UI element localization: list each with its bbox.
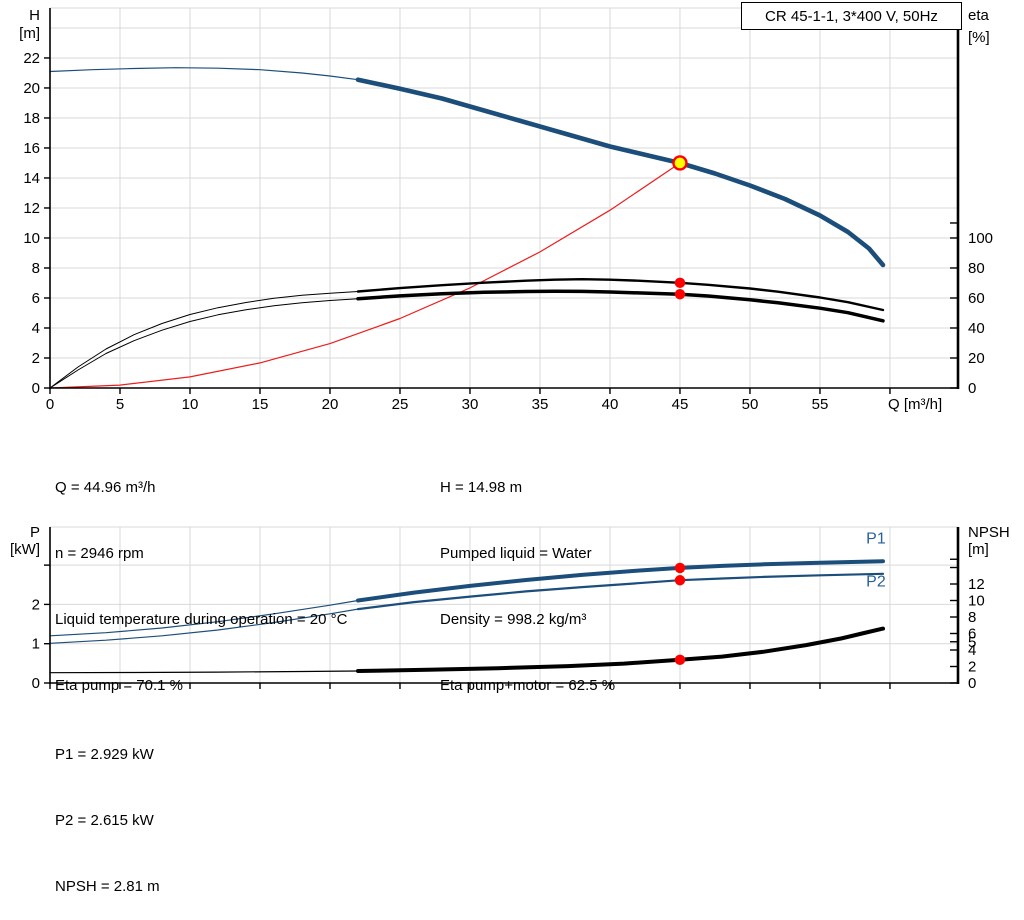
p1-value: P1 = 2.929 kW [55,746,154,763]
eta-pump-motor-value: Eta pump+motor = 62.5 % [440,677,616,694]
right-tick-label: 20 [968,350,985,367]
x-tick-label: 30 [462,396,479,413]
x-tick-label: 15 [252,396,269,413]
left-tick-label: 1 [32,636,40,653]
x-axis-title: Q [m³/h] [888,396,942,413]
speed-value: n = 2946 rpm [55,545,144,562]
left-axis-title: H [29,7,40,24]
right-tick-label: 4 [968,642,976,659]
left-tick-label: 4 [32,320,40,337]
right-tick-label: 8 [968,609,976,626]
flow-value: Q = 44.96 m³/h [55,479,156,496]
x-tick-label: 50 [742,396,759,413]
left-tick-label: 6 [32,290,40,307]
eta-pump-low-flow [49,291,359,389]
p1-low-flow [49,599,359,637]
left-tick-label: 16 [23,140,40,157]
operating-data-column-1: Q = 44.96 m³/h n = 2946 rpm Liquid tempe… [55,433,347,719]
left-tick-label: 0 [32,380,40,397]
duty-point [672,155,688,171]
operating-data-column-2: H = 14.98 m Pumped liquid = Water Densit… [440,433,615,719]
pump-model-label: CR 45-1-1, 3*400 V, 50Hz [765,7,938,25]
left-tick-label: 22 [23,50,40,67]
p1-operating-dot [674,562,686,574]
p2-operating-dot [674,575,686,586]
p2-low-flow [49,608,359,644]
eta-pump-curve [356,278,885,312]
right-tick-label: 12 [968,576,985,593]
eta-pump-operating-dot [674,277,686,289]
left-tick-label: 8 [32,260,40,277]
right-tick-label: 10 [968,593,985,610]
left-axis-title: [kW] [10,541,40,558]
eta-pump-value: Eta pump = 70.1 % [55,677,183,694]
right-tick-label: 100 [968,230,993,247]
right-tick-label: 0 [968,675,976,692]
x-tick-label: 40 [602,396,619,413]
pump-curve-report: { "model_box": { "text": "CR 45-1-1, 3*4… [10,2,1010,895]
left-axis-title: P [30,524,40,541]
right-tick-label: 80 [968,260,985,277]
npsh-value: NPSH = 2.81 m [55,878,160,895]
left-tick-label: 2 [32,350,40,367]
right-tick-label: 5 [968,634,976,651]
p2-value: P2 = 2.615 kW [55,812,154,829]
eta-pump-motor-low-flow [49,298,359,389]
x-tick-label: 10 [182,396,199,413]
left-tick-label: 10 [23,230,40,247]
density-value: Density = 998.2 kg/m³ [440,611,587,628]
left-tick-label: 12 [23,200,40,217]
x-tick-label: 55 [812,396,829,413]
right-axis-title: NPSH [968,524,1010,541]
right-axis-title: [m] [968,541,989,558]
x-tick-label: 25 [392,396,409,413]
x-tick-label: 35 [532,396,549,413]
right-tick-label: 40 [968,320,985,337]
charts-canvas: 0 5 10 15 20 25 30 35 40 45 50 55 Q [m³/h]0246810121… [10,7,1010,692]
x-tick-label: 0 [46,396,54,413]
npsh-low-flow [49,670,359,674]
liquid-temperature-value: Liquid temperature during operation = 20… [55,611,348,628]
right-axis-title: [%] [968,29,990,46]
left-tick-label: 18 [23,110,40,127]
right-tick-label: 6 [968,626,976,643]
right-tick-label: 60 [968,290,985,307]
qh-eta-chart: 0 5 10 15 20 25 30 35 40 45 50 55 Q [m³/h] 0 2 4 6 8 10 12 1… [19,7,993,413]
head-value: H = 14.98 m [440,479,523,496]
head-curve [355,77,886,268]
pump-model-box: CR 45-1-1, 3*400 V, 50Hz [741,2,962,30]
head-curve-low-flow [49,67,359,81]
p1-curve [356,559,885,603]
right-tick-label: 0 [968,380,976,397]
system-curve [49,162,681,389]
left-tick-label: 20 [23,80,40,97]
npsh-operating-dot [674,654,686,666]
x-tick-label: 45 [672,396,689,413]
right-axis-title: eta [968,7,990,24]
right-tick-label: 2 [968,659,976,676]
pumped-liquid-value: Pumped liquid = Water [440,545,592,562]
x-tick-label: 5 [116,396,124,413]
p2-curve [356,572,885,611]
x-tick-label: 20 [322,396,339,413]
left-tick-label: 0 [32,675,40,692]
p2-series-label: P2 [866,574,886,591]
left-tick-label: 2 [32,596,40,613]
npsh-curve [356,626,885,673]
eta-pump-motor-curve [356,289,885,323]
eta-pump-motor-operating-dot [674,289,686,300]
left-tick-label: 14 [23,170,40,187]
left-axis-title: [m] [19,25,40,42]
p1-series-label: P1 [866,531,886,548]
power-npsh-data-block: P1 = 2.929 kW P2 = 2.615 kW NPSH = 2.81 … [55,700,160,920]
